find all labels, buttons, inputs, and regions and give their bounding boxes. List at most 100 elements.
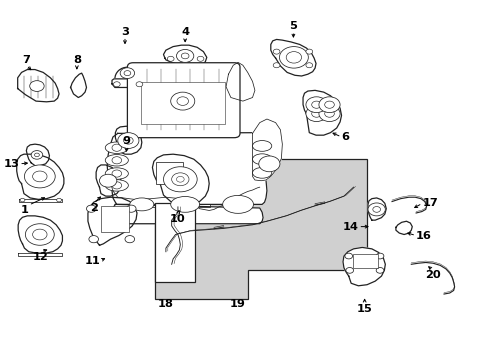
Circle shape: [344, 253, 352, 259]
Circle shape: [86, 205, 96, 212]
Circle shape: [30, 81, 44, 91]
Text: 16: 16: [415, 231, 431, 240]
Circle shape: [285, 51, 301, 63]
Polygon shape: [225, 62, 254, 101]
Circle shape: [89, 235, 98, 243]
Circle shape: [318, 97, 339, 113]
Text: 10: 10: [170, 214, 185, 224]
Polygon shape: [18, 69, 59, 102]
Bar: [352, 253, 377, 268]
Text: 17: 17: [422, 198, 437, 208]
Text: 8: 8: [73, 55, 81, 65]
Text: 11: 11: [84, 256, 100, 266]
Ellipse shape: [105, 154, 128, 166]
Polygon shape: [252, 119, 282, 181]
Circle shape: [24, 165, 55, 188]
Polygon shape: [115, 126, 142, 154]
Polygon shape: [26, 144, 49, 166]
Circle shape: [197, 56, 203, 61]
Circle shape: [120, 68, 134, 78]
Polygon shape: [163, 45, 206, 67]
Text: 4: 4: [181, 27, 189, 37]
Circle shape: [167, 56, 174, 61]
Text: 14: 14: [342, 222, 358, 231]
Circle shape: [171, 173, 188, 186]
Polygon shape: [18, 216, 62, 253]
Bar: [156, 162, 183, 184]
Text: 3: 3: [121, 27, 129, 37]
Circle shape: [112, 170, 122, 177]
Bar: [141, 82, 224, 125]
Polygon shape: [96, 165, 122, 196]
Text: 15: 15: [356, 304, 372, 314]
Circle shape: [279, 46, 308, 68]
Text: 9: 9: [122, 136, 130, 146]
Circle shape: [273, 63, 279, 68]
Ellipse shape: [105, 168, 128, 179]
Circle shape: [305, 97, 326, 113]
Circle shape: [375, 267, 383, 273]
Circle shape: [33, 229, 47, 240]
Polygon shape: [152, 154, 209, 204]
Circle shape: [258, 156, 279, 172]
Circle shape: [31, 150, 42, 159]
Circle shape: [118, 133, 139, 148]
Text: 5: 5: [289, 21, 297, 31]
Circle shape: [311, 110, 321, 117]
Polygon shape: [112, 79, 144, 87]
Ellipse shape: [252, 140, 271, 151]
Text: 18: 18: [158, 299, 173, 309]
Text: 13: 13: [3, 159, 19, 169]
Circle shape: [324, 110, 334, 117]
Circle shape: [305, 49, 312, 54]
Circle shape: [345, 267, 353, 273]
Text: 20: 20: [424, 270, 440, 280]
Circle shape: [324, 101, 334, 108]
Circle shape: [35, 153, 39, 157]
Circle shape: [123, 137, 133, 144]
Circle shape: [305, 106, 326, 122]
Circle shape: [126, 205, 136, 212]
Text: 19: 19: [230, 299, 245, 309]
Text: 7: 7: [22, 55, 30, 65]
Polygon shape: [70, 73, 86, 98]
Polygon shape: [342, 247, 385, 286]
Text: 12: 12: [33, 252, 48, 262]
Ellipse shape: [222, 195, 253, 213]
Ellipse shape: [105, 142, 128, 153]
Circle shape: [112, 157, 122, 164]
Ellipse shape: [252, 167, 271, 178]
Polygon shape: [303, 90, 341, 135]
Circle shape: [273, 49, 279, 54]
Circle shape: [25, 224, 54, 245]
Polygon shape: [107, 133, 266, 204]
Ellipse shape: [105, 180, 128, 191]
Circle shape: [181, 53, 188, 59]
Polygon shape: [395, 221, 411, 234]
Circle shape: [112, 182, 122, 189]
Polygon shape: [88, 197, 137, 245]
Circle shape: [176, 49, 193, 62]
Circle shape: [125, 235, 134, 243]
Circle shape: [375, 253, 383, 259]
Polygon shape: [19, 199, 62, 202]
Circle shape: [113, 82, 120, 87]
Polygon shape: [17, 154, 64, 199]
Circle shape: [20, 198, 25, 202]
Ellipse shape: [129, 198, 154, 211]
FancyBboxPatch shape: [127, 63, 240, 138]
Polygon shape: [112, 204, 263, 224]
Circle shape: [311, 101, 321, 108]
Bar: [101, 206, 128, 232]
Circle shape: [99, 174, 117, 187]
Circle shape: [305, 63, 312, 68]
Text: 2: 2: [90, 203, 98, 213]
Text: 6: 6: [341, 132, 349, 142]
Polygon shape: [18, 253, 62, 256]
Circle shape: [170, 92, 194, 110]
Circle shape: [163, 167, 197, 192]
Bar: [155, 203, 194, 282]
Ellipse shape: [170, 197, 199, 212]
Circle shape: [136, 82, 142, 87]
Circle shape: [124, 71, 130, 76]
